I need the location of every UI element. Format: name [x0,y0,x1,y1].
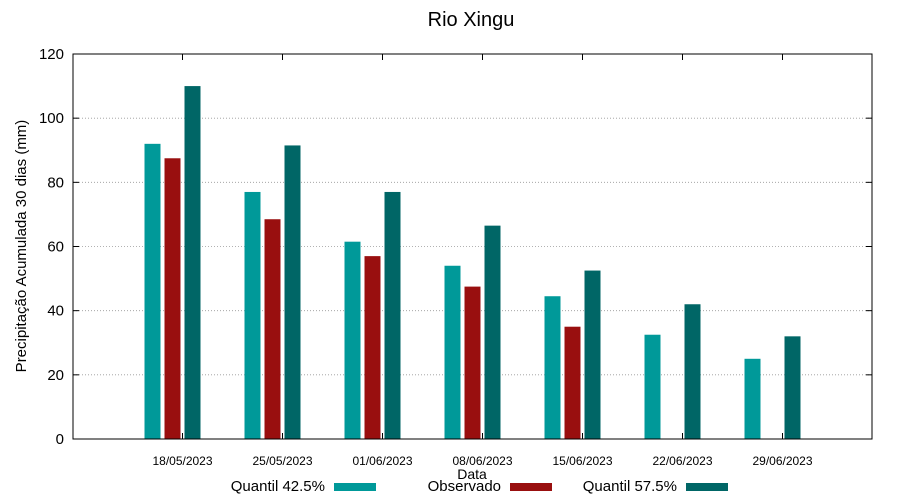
bar-quantil-42-5--3 [444,265,461,439]
x-tick-label: 25/05/2023 [252,454,312,468]
bar-observado-0 [164,158,181,440]
legend-swatch [510,483,552,491]
bar-quantil-57-5--1 [284,145,301,439]
bar-observado-4 [564,326,581,439]
x-tick-label: 01/06/2023 [352,454,412,468]
x-axis-label: Data [457,466,487,482]
bar-observado-1 [264,219,281,439]
bar-quantil-57-5--6 [784,336,801,439]
y-tick-label: 80 [47,174,64,191]
bar-quantil-57-5--2 [384,191,401,439]
legend: Quantil 42.5% Observado Quantil 57.5% [231,478,728,495]
legend-swatch [686,483,728,491]
legend-label: Observado [428,478,501,495]
y-tick-label: 60 [47,239,64,256]
bar-quantil-57-5--4 [584,270,601,439]
y-axis-label: Precipitação Acumulada 30 dias (mm) [13,120,30,373]
legend-label: Quantil 57.5% [583,478,677,495]
bar-observado-2 [364,256,381,439]
y-tick-label: 100 [39,110,64,127]
x-tick-label: 22/06/2023 [652,454,712,468]
x-tick-label: 08/06/2023 [452,454,512,468]
bar-observado-3 [464,286,481,439]
bar-quantil-42-5--4 [544,296,561,439]
x-tick-label: 18/05/2023 [152,454,212,468]
bar-quantil-57-5--0 [184,86,201,439]
y-tick-label: 40 [47,303,64,320]
bar-quantil-42-5--6 [744,358,761,439]
bar-quantil-57-5--3 [484,225,501,439]
bar-quantil-42-5--1 [244,191,261,439]
legend-label: Quantil 42.5% [231,478,325,495]
bar-quantil-57-5--5 [684,304,701,439]
bar-quantil-42-5--0 [144,143,161,440]
bar-quantil-42-5--2 [344,241,361,439]
bars [144,86,801,440]
x-axis: 18/05/2023 25/05/2023 01/06/2023 08/06/2023… [152,54,813,468]
x-tick-label: 15/06/2023 [552,454,612,468]
y-tick-label: 20 [47,367,64,384]
x-tick-label: 29/06/2023 [752,454,812,468]
y-tick-label: 0 [56,431,64,448]
y-axis: 0 20 40 60 80 100 120 [39,46,872,448]
bar-quantil-42-5--5 [644,334,661,439]
y-tick-label: 120 [39,46,64,63]
legend-swatch [334,483,376,491]
chart-title: Rio Xingu [428,9,515,31]
